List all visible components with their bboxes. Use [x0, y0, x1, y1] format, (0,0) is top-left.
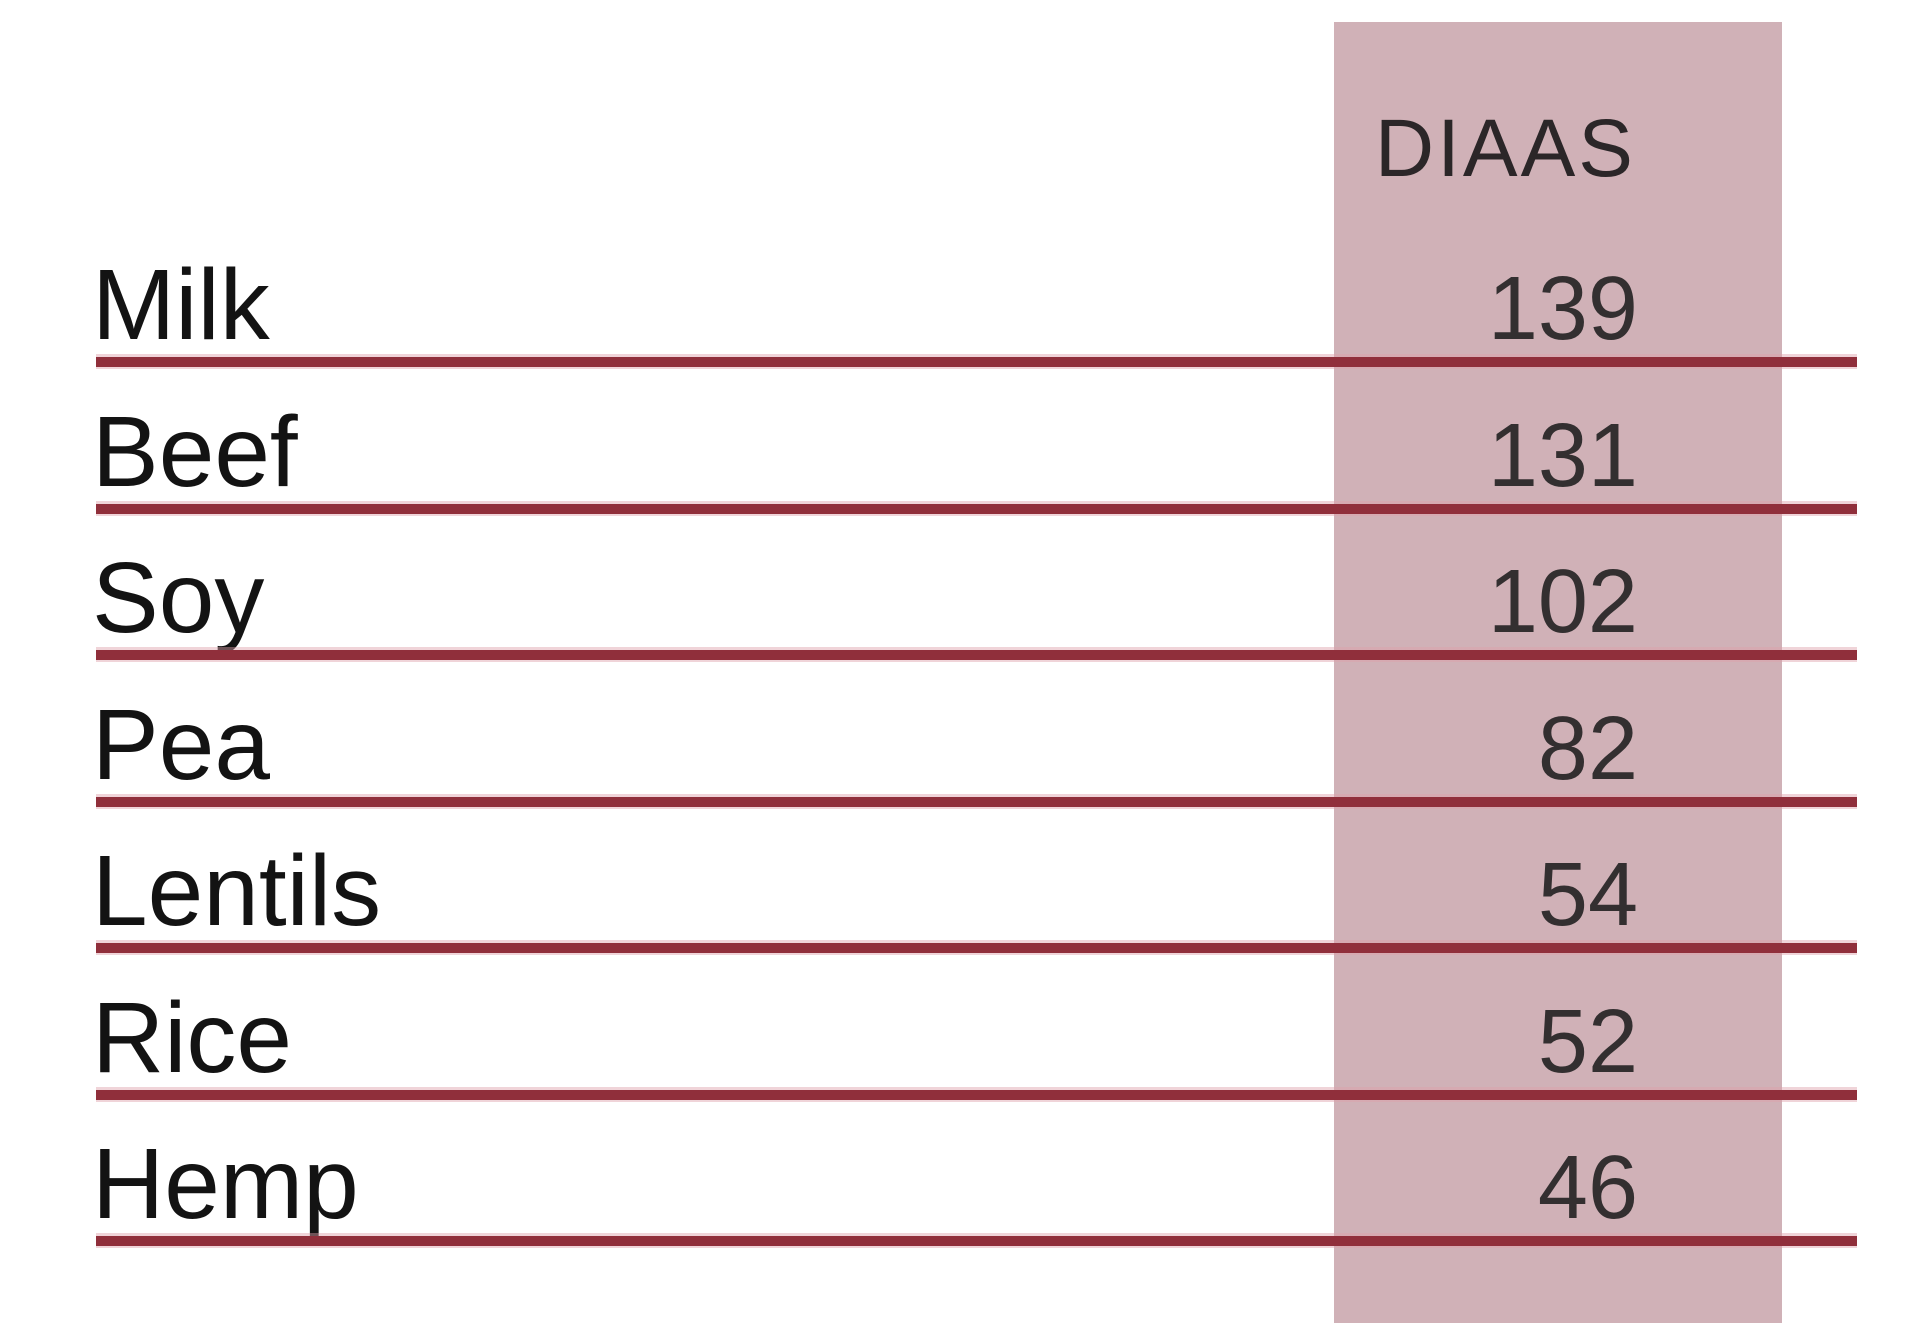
row-separator-line	[96, 1086, 1857, 1102]
table-row: Beef 131	[0, 402, 1920, 517]
table-row: Lentils 54	[0, 841, 1920, 956]
row-separator-line	[96, 1233, 1857, 1248]
row-value: 52	[1537, 991, 1638, 1092]
row-label: Lentils	[92, 835, 382, 947]
row-label: Soy	[92, 542, 265, 654]
row-value: 131	[1487, 405, 1638, 506]
row-separator-line	[96, 940, 1857, 955]
row-label: Rice	[92, 981, 293, 1094]
row-label: Hemp	[92, 1128, 359, 1240]
row-value: 102	[1487, 552, 1638, 652]
table-row: Rice 52	[0, 988, 1920, 1103]
row-separator-line	[96, 354, 1857, 369]
row-value: 82	[1537, 698, 1638, 799]
value-column-highlight	[1334, 22, 1782, 1323]
row-separator-line	[96, 500, 1857, 516]
row-value: 46	[1537, 1138, 1638, 1238]
row-value: 54	[1537, 845, 1638, 945]
row-label: Milk	[92, 249, 270, 361]
column-header-diaas: DIAAS	[1374, 103, 1636, 194]
row-label: Beef	[92, 395, 298, 508]
table-row: Milk 139	[0, 255, 1920, 370]
row-separator-line	[96, 647, 1857, 662]
table-row: Soy 102	[0, 548, 1920, 663]
row-value: 139	[1487, 259, 1638, 359]
table-row: Hemp 46	[0, 1134, 1920, 1249]
row-separator-line	[96, 793, 1857, 809]
row-label: Pea	[92, 688, 270, 801]
table-row: Pea 82	[0, 695, 1920, 810]
